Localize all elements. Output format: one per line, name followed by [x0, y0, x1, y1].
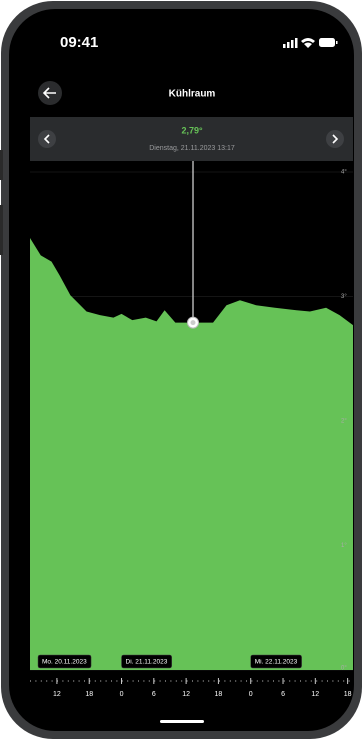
day-label: Di. 21.11.2023 [126, 659, 168, 666]
day-badge [37, 654, 92, 669]
x-tick-label: 0 [120, 691, 124, 698]
x-tick-label: 18 [344, 691, 352, 698]
status-icons [283, 38, 338, 48]
x-tick-label: 6 [152, 691, 156, 698]
day-label: Mo. 20.11.2023 [42, 659, 87, 666]
y-tick-label: 2° [341, 419, 347, 425]
x-tick-label: 18 [215, 691, 223, 698]
plot: 0° 1° 2° 3° 4° Mo. 20.11.2023 Di. 21.11.2023 Mi… [30, 170, 353, 672]
day-badge [250, 654, 302, 669]
y-tick-label: 0° [341, 666, 347, 672]
selected-date: Dienstag, 21.11.2023 13:17 [149, 145, 235, 152]
screen-title: Kühlraum [169, 89, 216, 100]
y-tick-label: 1° [341, 543, 347, 549]
status-time: 09:41 [60, 34, 98, 51]
prev-button[interactable] [38, 130, 56, 148]
prev-icon [43, 134, 50, 144]
x-tick-label: 18 [85, 691, 93, 698]
back-icon [42, 87, 56, 99]
x-tick-label: 0 [249, 691, 253, 698]
next-icon [332, 134, 339, 144]
side-button [0, 150, 3, 180]
area [30, 237, 353, 671]
y-tick-label: 4° [341, 170, 347, 176]
next-button[interactable] [326, 130, 344, 148]
side-button [0, 205, 3, 255]
tooltip-bar [30, 117, 353, 161]
day-label: Mi. 22.11.2023 [255, 659, 298, 666]
x-tick-label: 12 [182, 691, 190, 698]
selected-value: 2,79° [181, 125, 203, 135]
selection-point-inner [190, 320, 196, 326]
x-tick-label: 12 [311, 691, 319, 698]
home-indicator [160, 720, 204, 723]
x-tick-label: 6 [281, 691, 285, 698]
y-tick-label: 3° [341, 294, 347, 300]
day-badge [121, 654, 172, 669]
x-tick-label: 12 [53, 691, 61, 698]
